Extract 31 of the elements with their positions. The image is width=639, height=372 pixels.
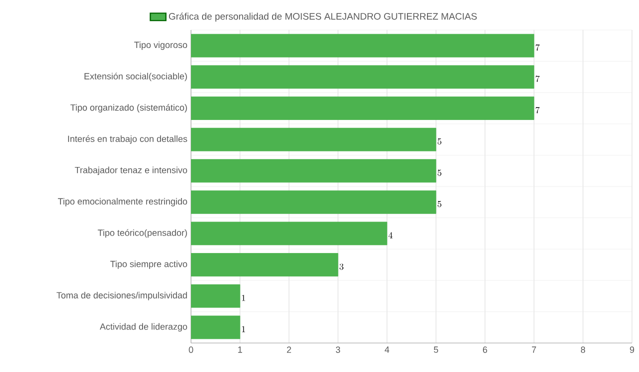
data-label: 5 [438,200,442,208]
y-tick-label: Actividad de liderazgo [100,323,188,332]
data-label: 7 [536,44,540,51]
x-tick-label: 3 [336,346,340,353]
x-tick-label: 0 [188,346,194,353]
data-label: 1 [242,294,246,301]
x-tick-label: 8 [580,346,586,353]
y-tick-label: Tipo siempre activo [110,260,188,269]
x-tick-label: 1 [238,346,242,353]
y-tick-label: Interés en trabajo con detalles [68,135,188,144]
y-tick-label: Tipo vigoroso [134,41,188,50]
x-tick-label: 4 [384,346,390,353]
data-label: 7 [536,76,540,82]
data-label: 1 [242,326,246,332]
data-label: 7 [536,106,540,114]
x-tick-label: 9 [630,346,634,353]
x-tick-label: 6 [482,346,488,353]
y-tick-label: Tipo teórico(pensador) [98,229,187,238]
legend-label: Gráfica de personalidad de MOISES ALEJANDRO GUTIERREZ MACIAS [168,12,477,22]
data-label: 5 [438,170,442,176]
x-tick-label: 2 [286,346,292,353]
x-tick-label: 5 [434,346,438,353]
x-tick-label: 7 [532,346,536,353]
data-label: 4 [388,232,393,238]
y-tick-label: Toma de decisiones/impulsividad [56,292,187,300]
y-tick-label: Trabajador tenaz e intensivo [74,166,188,176]
data-label: 5 [438,138,442,145]
y-tick-label: Tipo organizado (sistemático) [70,104,187,112]
y-tick-label: Tipo emocionalmente restringido [58,198,188,206]
y-tick-label: Extensión social(sociable) [84,72,187,82]
data-label: 3 [340,264,344,270]
